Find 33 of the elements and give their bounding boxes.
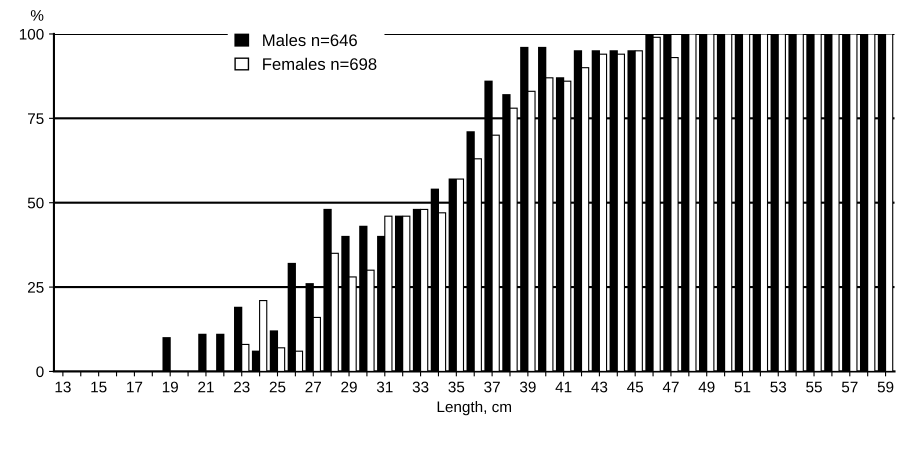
x-tick-label: 53 — [770, 382, 786, 392]
x-tick-label: 55 — [806, 382, 822, 392]
x-tick-label: 51 — [734, 382, 750, 392]
y-tick-label: 50 — [28, 198, 44, 208]
x-tick-label: 43 — [591, 382, 608, 392]
x-tick-label: 19 — [162, 382, 178, 392]
y-tick-label: 100 — [20, 28, 44, 40]
legend-label: Males n=646 — [263, 34, 357, 46]
x-axis-title: Length, cm — [438, 400, 512, 416]
x-tick-label: 57 — [842, 382, 858, 392]
y-tick-label: 0 — [36, 366, 44, 378]
x-tick-label: 47 — [662, 382, 679, 392]
x-tick-label: 17 — [127, 382, 142, 392]
y-tick-label: 25 — [28, 282, 44, 293]
x-tick-label: 59 — [878, 382, 894, 392]
x-tick-label: 39 — [520, 382, 536, 392]
x-tick-label: 15 — [91, 382, 107, 392]
x-tick-label: 31 — [376, 382, 393, 392]
y-tick-label: 75 — [28, 113, 44, 124]
x-tick-label: 29 — [341, 382, 357, 392]
x-tick-label: 45 — [627, 382, 644, 392]
legend-label: Females n=698 — [263, 58, 376, 70]
x-tick-label: 33 — [412, 382, 428, 392]
x-tick-label: 25 — [270, 382, 286, 392]
y-axis-title: % — [30, 10, 44, 21]
x-tick-label: 41 — [556, 382, 572, 392]
x-tick-label: 35 — [448, 382, 464, 392]
x-tick-label: 21 — [198, 382, 214, 392]
x-tick-label: 13 — [56, 382, 71, 392]
x-tick-label: 49 — [698, 382, 714, 392]
x-tick-label: 27 — [306, 382, 321, 392]
x-tick-label: 23 — [234, 382, 250, 392]
x-tick-label: 37 — [484, 382, 500, 392]
